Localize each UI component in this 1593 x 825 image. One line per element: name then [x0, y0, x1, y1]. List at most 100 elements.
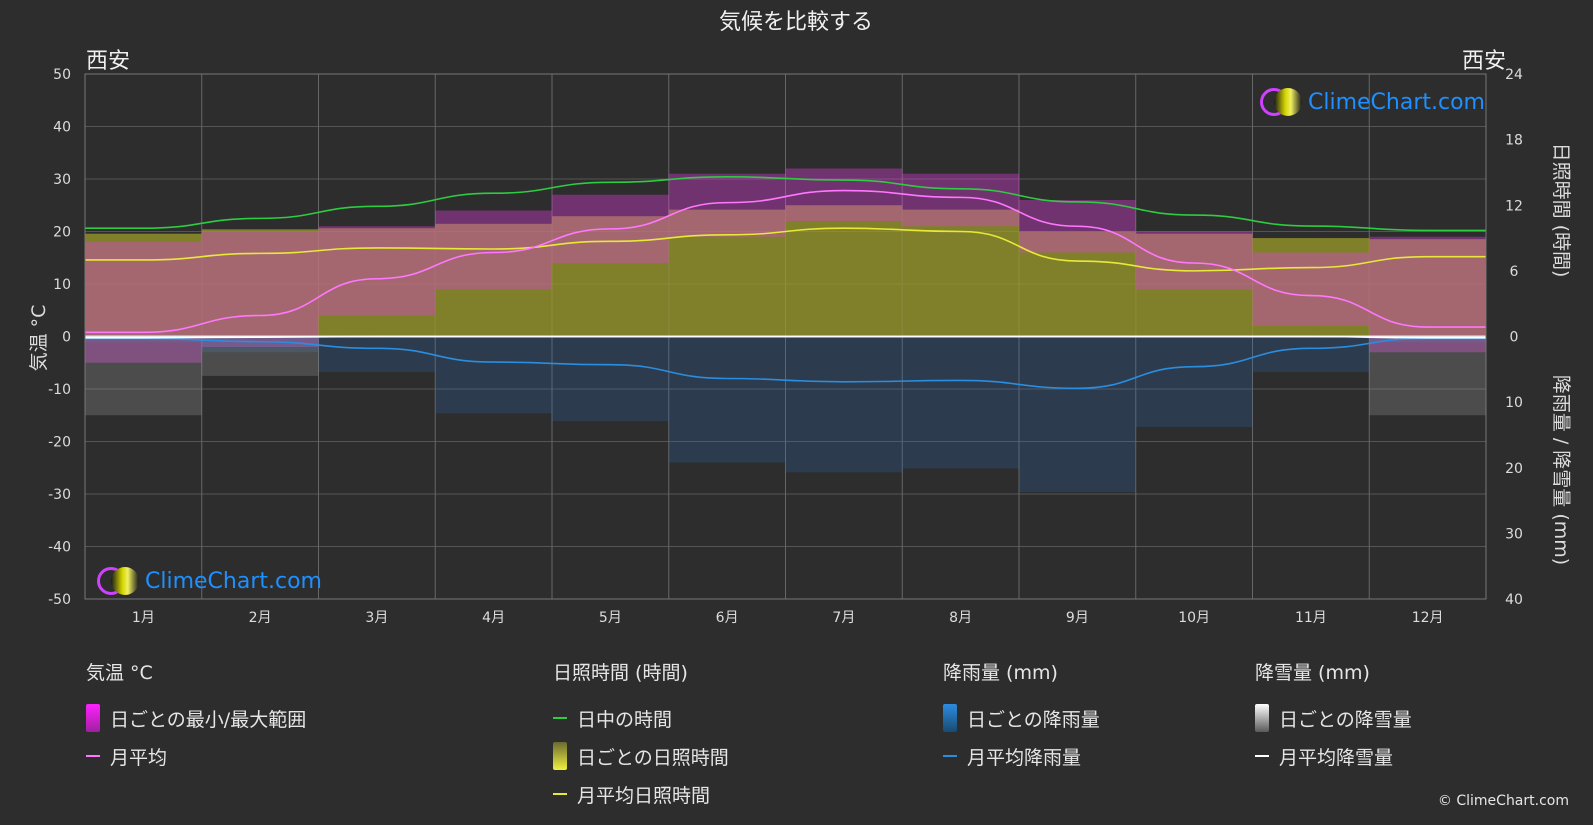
- x-tick-label: 6月: [716, 610, 739, 626]
- legend-label: 日ごとの降雪量: [1279, 708, 1412, 731]
- y-tick-label-left: 50: [53, 67, 71, 83]
- rain-bar: [201, 336, 319, 353]
- legend-item: 日中の時間: [553, 699, 729, 737]
- logo-text: ClimeChart.com: [145, 568, 322, 594]
- legend-item: 日ごとの最小/最大範囲: [86, 699, 306, 737]
- y-tick-label-right-precip: 20: [1505, 461, 1523, 477]
- snow-bar: [85, 336, 202, 416]
- sunshine-bar: [318, 228, 436, 337]
- rain-bar: [668, 336, 786, 463]
- legend-item: 月平均降雨量: [943, 737, 1100, 775]
- rain-bar: [552, 336, 669, 422]
- legend-rain: 降雨量 (mm) 日ごとの降雨量 月平均降雨量: [943, 658, 1100, 775]
- y-tick-label-right-sun: 6: [1510, 264, 1519, 280]
- legend-title: 降雨量 (mm): [943, 662, 1058, 684]
- y-tick-label-right-sun: 24: [1505, 67, 1523, 83]
- y-axis-right-bottom-label: 降雨量 / 降雪量 (mm): [1550, 375, 1572, 565]
- legend-item: 月平均降雪量: [1255, 737, 1412, 775]
- chart-title: 気候を比較する: [719, 10, 873, 35]
- legend-title: 日照時間 (時間): [553, 662, 688, 684]
- x-tick-label: 12月: [1412, 610, 1444, 626]
- y-tick-label-left: -10: [48, 382, 71, 398]
- legend-label: 日中の時間: [577, 708, 673, 731]
- rain-bar: [902, 336, 1019, 469]
- legend-sunshine: 日照時間 (時間) 日中の時間 日ごとの日照時間 月平均日照時間: [553, 658, 729, 813]
- series-line: [85, 335, 1486, 339]
- temp-mean-swatch: [86, 755, 100, 757]
- y-tick-label-left: 0: [62, 330, 71, 346]
- legend-label: 月平均降雨量: [967, 746, 1082, 769]
- legend-title: 気温 °C: [86, 662, 153, 684]
- x-tick-label: 7月: [832, 610, 855, 626]
- sunshine-mean-swatch: [553, 793, 567, 795]
- temp-range-bar: [201, 231, 319, 347]
- legend-label: 月平均日照時間: [577, 784, 711, 807]
- legend-item: 月平均: [86, 737, 306, 775]
- legend-item: 日ごとの降雪量: [1255, 699, 1412, 737]
- temp-range-bar: [85, 242, 202, 363]
- y-tick-label-left: -20: [48, 435, 71, 451]
- x-tick-label: 9月: [1066, 610, 1089, 626]
- legend-label: 日ごとの降雨量: [967, 708, 1100, 731]
- y-tick-label-right-precip: 10: [1505, 395, 1523, 411]
- sunshine-bar: [1135, 233, 1253, 337]
- temp-range-bar: [668, 173, 786, 237]
- legend-item: 月平均日照時間: [553, 775, 729, 813]
- rain-bar: [318, 336, 436, 372]
- y-tick-label-left: 30: [53, 172, 71, 188]
- sunshine-bar: [668, 209, 786, 337]
- x-tick-label: 5月: [599, 610, 622, 626]
- y-tick-label-right-sun: 0: [1510, 330, 1519, 346]
- x-tick-label: 8月: [949, 610, 972, 626]
- sunshine-bar: [902, 209, 1019, 337]
- logo-bottom[interactable]: ClimeChart.com: [97, 567, 322, 595]
- sunshine-bar: [1252, 238, 1370, 337]
- rain-bar: [435, 336, 552, 414]
- daylight-swatch: [553, 717, 567, 719]
- y-tick-label-right-precip: 40: [1505, 592, 1523, 608]
- series-line: [85, 176, 1486, 232]
- daily-rain-swatch: [943, 704, 957, 732]
- y-tick-label-left: -40: [48, 540, 71, 556]
- x-tick-label: 3月: [365, 610, 388, 626]
- x-tick-label: 4月: [482, 610, 505, 626]
- rain-bar: [1135, 336, 1253, 428]
- legend-item: 日ごとの降雨量: [943, 699, 1100, 737]
- logo-sun-icon: [111, 567, 139, 595]
- sunshine-bar: [552, 216, 669, 337]
- temp-range-bar: [1252, 252, 1370, 326]
- plot-area: 50 40 30 20 10 0 -10 -20 -30 -40 -50 1月 2月 3月 4月 5月 6月 7月…: [48, 67, 1523, 626]
- temp-range-bar: [902, 173, 1019, 227]
- x-tick-label: 2月: [249, 610, 272, 626]
- legend-label: 日ごとの日照時間: [577, 746, 729, 769]
- rain-bar: [1019, 336, 1136, 493]
- legend-label: 月平均: [110, 746, 168, 769]
- logo-sun-icon: [1274, 88, 1302, 116]
- daily-sunshine-swatch: [553, 742, 567, 770]
- y-tick-label-left: 20: [53, 225, 71, 241]
- snow-mean-swatch: [1255, 755, 1269, 757]
- location-right: 西安: [1462, 49, 1506, 74]
- temp-range-swatch: [86, 704, 100, 732]
- y-tick-label-right-precip: 30: [1505, 526, 1523, 542]
- logo-top[interactable]: ClimeChart.com: [1260, 88, 1485, 116]
- legend-label: 日ごとの最小/最大範囲: [110, 708, 307, 731]
- rain-bar: [85, 336, 202, 343]
- rain-bar: [785, 336, 903, 473]
- y-tick-label-left: 40: [53, 120, 71, 136]
- y-tick-label-right-sun: 12: [1505, 198, 1523, 214]
- legend-label: 月平均降雪量: [1279, 746, 1394, 769]
- series-line: [85, 189, 1486, 334]
- sunshine-bar: [85, 233, 202, 337]
- copyright: © ClimeChart.com: [1437, 793, 1569, 809]
- location-left: 西安: [86, 49, 130, 74]
- legend-snow: 降雪量 (mm) 日ごとの降雪量 月平均降雪量: [1255, 658, 1412, 775]
- legend-title: 降雪量 (mm): [1255, 662, 1370, 684]
- y-tick-label-left: -50: [48, 592, 71, 608]
- logo-text: ClimeChart.com: [1308, 89, 1485, 115]
- rain-mean-swatch: [943, 755, 957, 757]
- x-tick-label: 10月: [1178, 610, 1210, 626]
- y-tick-label-left: 10: [53, 277, 71, 293]
- temp-range-bar: [318, 226, 436, 316]
